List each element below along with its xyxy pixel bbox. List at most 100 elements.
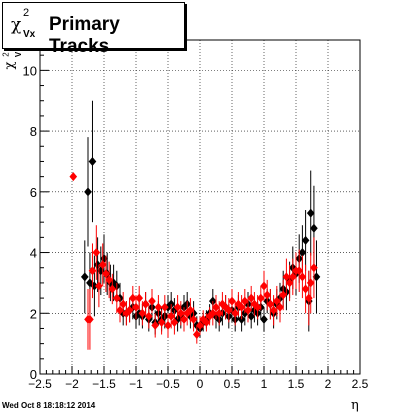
data-point bbox=[90, 281, 99, 291]
title-subscript: Vx bbox=[23, 29, 36, 40]
data-point bbox=[173, 302, 182, 312]
data-point bbox=[112, 293, 121, 303]
title-superscript: 2 bbox=[23, 7, 30, 19]
data-point bbox=[108, 284, 117, 294]
timestamp-footer: Wed Oct 8 18:18:12 2014 bbox=[2, 401, 96, 410]
data-point bbox=[231, 308, 240, 318]
data-point bbox=[298, 272, 307, 282]
data-point bbox=[310, 263, 318, 273]
x-tick-label: 0 bbox=[197, 377, 204, 391]
data-point bbox=[86, 278, 94, 288]
data-point bbox=[269, 305, 278, 315]
data-point bbox=[132, 302, 140, 312]
data-point bbox=[125, 305, 134, 315]
data-point bbox=[135, 293, 144, 303]
data-point bbox=[80, 272, 89, 282]
data-point bbox=[266, 299, 275, 309]
data-point bbox=[92, 248, 101, 258]
data-point bbox=[240, 296, 249, 306]
x-tick-label: 2.5 bbox=[352, 377, 369, 391]
tick-labels: −2.5 −2 −1.5 −1 −0.5 0 0.5 1 1.5 2 2.5 0 2 4 6 8 10 bbox=[23, 63, 369, 391]
title-chi-symbol: χ bbox=[11, 15, 22, 35]
data-point bbox=[141, 299, 150, 309]
data-point bbox=[98, 260, 107, 270]
data-point bbox=[312, 272, 321, 282]
data-point bbox=[186, 305, 195, 315]
data-point bbox=[244, 305, 252, 315]
data-point bbox=[86, 314, 94, 324]
y-axis-label-subscript: V bbox=[14, 51, 24, 58]
data-point bbox=[310, 223, 318, 233]
data-point bbox=[148, 296, 156, 306]
data-point bbox=[260, 281, 268, 291]
x-tick-label: −1 bbox=[129, 377, 143, 391]
y-tick-label: 2 bbox=[30, 306, 37, 321]
data-point bbox=[93, 260, 102, 270]
data-point bbox=[160, 302, 169, 312]
data-point bbox=[295, 266, 304, 276]
data-point bbox=[263, 290, 272, 300]
data-point bbox=[237, 302, 246, 312]
data-point bbox=[192, 330, 201, 340]
data-point bbox=[272, 296, 281, 306]
tick-marks bbox=[39, 39, 361, 375]
x-tick-label: 0.5 bbox=[224, 377, 241, 391]
data-point bbox=[157, 317, 166, 327]
chart-title: Primary Tracks bbox=[49, 14, 120, 57]
y-tick-label: 8 bbox=[30, 124, 37, 139]
data-point bbox=[84, 187, 92, 197]
data-point bbox=[167, 311, 176, 321]
data-point bbox=[138, 308, 147, 318]
y-axis-label-symbol: χ bbox=[2, 61, 18, 70]
x-tick-label: −2.5 bbox=[28, 377, 52, 391]
data-point bbox=[105, 275, 113, 285]
data-point bbox=[144, 311, 153, 321]
x-tick-label: 1.5 bbox=[288, 377, 305, 391]
data-point bbox=[180, 314, 188, 324]
x-tick-label: 2 bbox=[325, 377, 332, 391]
data-point bbox=[301, 235, 310, 245]
data-point bbox=[95, 281, 103, 291]
data-point bbox=[256, 293, 265, 303]
data-point bbox=[306, 208, 315, 218]
data-point bbox=[69, 172, 78, 182]
title-box: χ 2 Vx Primary Tracks bbox=[2, 2, 185, 57]
data-point bbox=[228, 296, 236, 306]
y-axis-label: χ 2 V bbox=[1, 48, 25, 82]
y-tick-label: 10 bbox=[23, 63, 37, 78]
y-tick-label: 0 bbox=[30, 367, 37, 382]
y-axis-label-superscript: 2 bbox=[1, 52, 11, 57]
y-tick-label: 6 bbox=[30, 185, 37, 200]
data-point bbox=[202, 317, 211, 327]
x-tick-label: −1.5 bbox=[92, 377, 116, 391]
data-point bbox=[102, 269, 110, 279]
data-point bbox=[116, 305, 124, 315]
x-tick-label: 1 bbox=[261, 377, 268, 391]
data-series bbox=[69, 100, 321, 350]
data-point bbox=[215, 308, 224, 318]
data-point bbox=[208, 308, 217, 318]
data-point bbox=[298, 248, 307, 258]
data-point bbox=[301, 284, 310, 294]
data-point bbox=[247, 311, 256, 321]
data-point bbox=[260, 314, 268, 324]
data-point bbox=[164, 320, 172, 330]
y-tick-label: 4 bbox=[30, 246, 37, 261]
data-point bbox=[212, 302, 220, 312]
data-point bbox=[170, 317, 179, 327]
x-tick-label: −0.5 bbox=[156, 377, 180, 391]
data-point bbox=[247, 293, 256, 303]
data-point bbox=[128, 293, 137, 303]
data-point bbox=[253, 302, 262, 312]
data-point bbox=[282, 272, 291, 282]
data-point bbox=[88, 156, 97, 166]
data-point bbox=[196, 320, 204, 330]
data-point bbox=[306, 278, 315, 288]
grid-lines bbox=[40, 40, 360, 374]
data-point bbox=[189, 314, 198, 324]
data-point bbox=[288, 272, 297, 282]
data-point bbox=[154, 302, 163, 312]
data-point bbox=[224, 305, 233, 315]
x-axis-label: η bbox=[351, 398, 359, 413]
